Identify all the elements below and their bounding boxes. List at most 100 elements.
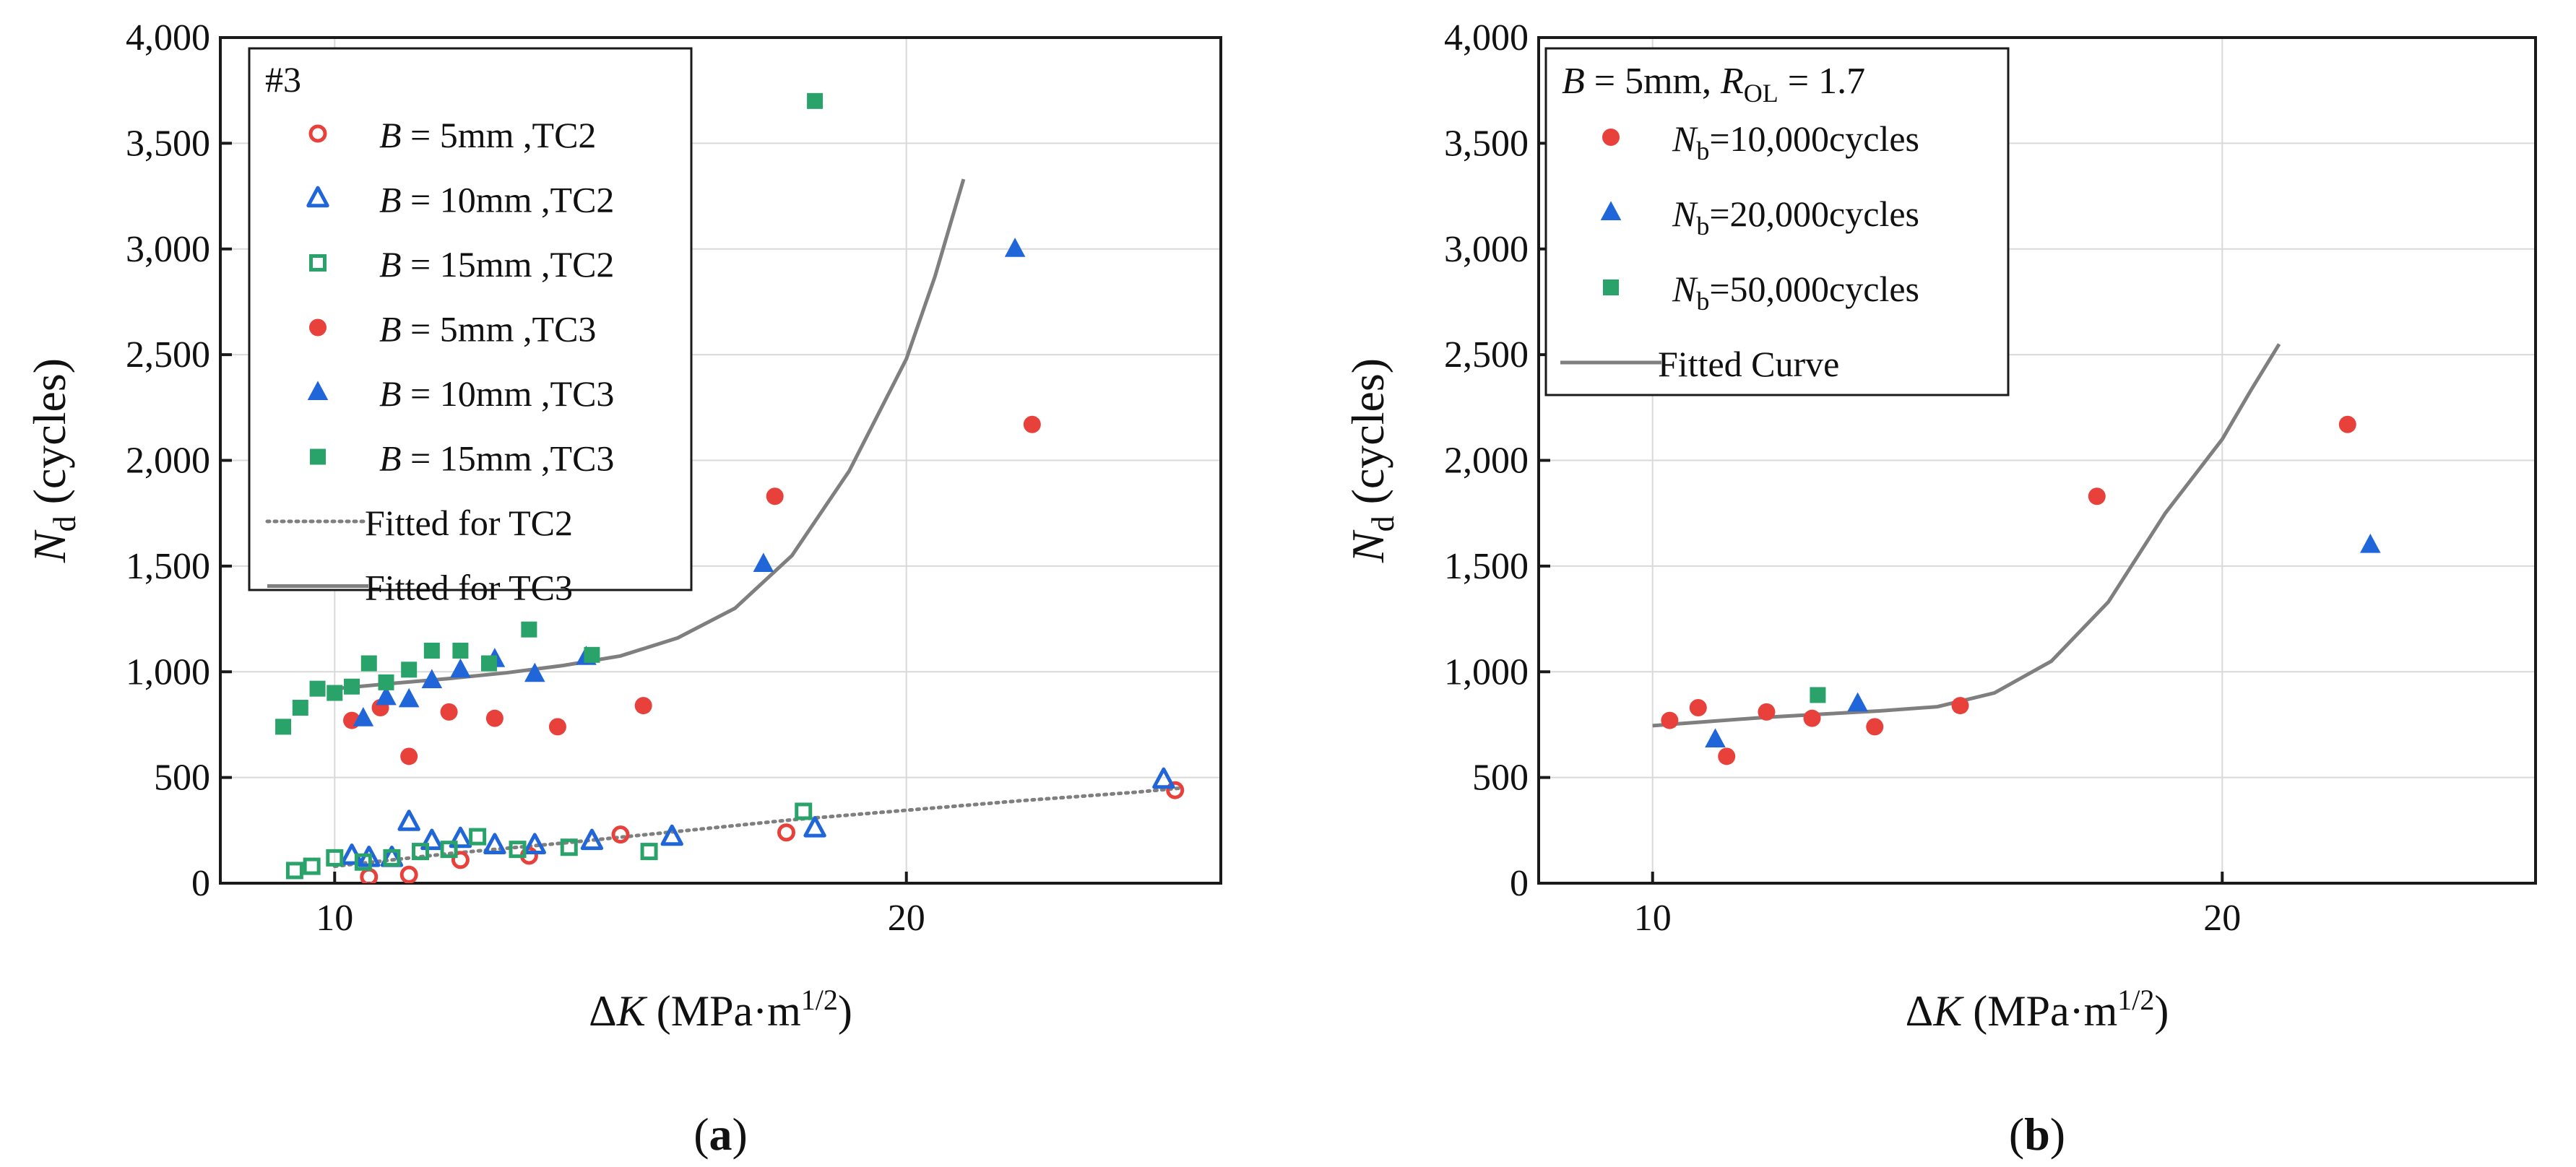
legend-label-rest: = 15mm ,TC3 — [402, 438, 615, 479]
data-point — [580, 828, 604, 851]
legend-item: Nb=20,000cycles — [1600, 194, 1919, 240]
y-tick-label: 500 — [154, 758, 210, 799]
y-label-sub: d — [47, 516, 82, 532]
data-point — [354, 853, 372, 871]
y-label-sub: d — [1365, 516, 1401, 532]
caption-open: ( — [2009, 1109, 2024, 1160]
data-point — [401, 661, 418, 678]
legend-label: Fitted for TC2 — [365, 503, 573, 543]
legend-title-r-rest: = 1.7 — [1778, 61, 1865, 102]
x-label-k: K — [1932, 987, 1964, 1035]
data-point — [398, 687, 420, 708]
legend-label-var: B — [379, 180, 402, 220]
legend-item: Fitted for TC3 — [267, 568, 573, 608]
caption-open: ( — [693, 1109, 709, 1160]
data-point — [1951, 697, 1969, 715]
data-point — [376, 685, 397, 706]
data-point — [383, 849, 401, 867]
x-axis-label: ΔK (MPa·m1/2) — [1906, 984, 2169, 1035]
caption-letter: a — [709, 1109, 732, 1160]
data-point — [1166, 781, 1185, 799]
legend-label-sub: b — [1696, 136, 1709, 165]
data-point — [397, 810, 420, 831]
data-point — [766, 487, 784, 506]
x-tick-label: 20 — [2203, 898, 2241, 939]
data-point — [360, 655, 377, 672]
data-point — [777, 823, 796, 842]
data-point — [1803, 709, 1821, 727]
data-point — [353, 707, 374, 726]
series-line-fitted-curve — [1652, 343, 2281, 728]
legend-label-rest: = 10mm ,TC3 — [402, 373, 615, 414]
legend-marker — [1603, 279, 1619, 295]
legend-label-rest: =20,000cycles — [1709, 194, 1919, 234]
x-label-sup: 1/2 — [2117, 984, 2154, 1016]
y-tick-label: 3,500 — [1444, 123, 1529, 164]
data-point — [440, 841, 458, 859]
legend-label: Nb=10,000cycles — [1672, 118, 1919, 165]
data-point — [2088, 487, 2106, 506]
legend-marker — [307, 381, 329, 401]
data-point — [509, 841, 527, 859]
legend-title: #3 — [265, 59, 301, 100]
data-point — [1004, 238, 1026, 257]
x-label-unit: (MPa·m — [646, 987, 801, 1035]
legend-title-b: B — [1562, 61, 1585, 102]
data-point — [1689, 699, 1707, 717]
y-tick-label: 2,000 — [126, 441, 210, 482]
data-point — [1758, 703, 1776, 721]
y-label-n: N — [1342, 529, 1393, 563]
legend-label-rest: =50,000cycles — [1709, 269, 1919, 309]
legend-label-n: N — [1672, 118, 1698, 159]
data-point — [2338, 415, 2356, 433]
data-point — [1847, 692, 1868, 712]
legend: B = 5mm, ROL = 1.7Nb=10,000cyclesNb=20,0… — [1544, 47, 2010, 396]
legend-label-n: N — [1672, 269, 1698, 309]
x-tick-label: 10 — [316, 898, 353, 939]
data-point — [521, 621, 537, 638]
x-label-delta: Δ — [1906, 987, 1934, 1035]
x-label-close: ) — [2154, 987, 2169, 1035]
data-point — [548, 718, 566, 736]
legend-marker — [309, 318, 327, 337]
legend-marker — [309, 254, 327, 272]
legend-item: Nb=10,000cycles — [1602, 118, 1919, 165]
data-point — [326, 849, 344, 867]
data-point — [285, 862, 303, 880]
x-label-unit: (MPa·m — [1962, 987, 2117, 1035]
legend-label: B = 10mm ,TC3 — [379, 373, 614, 414]
data-point — [634, 697, 652, 715]
chart-panel-a: 0 500 1,000 1,500 2,000 2,500 3,000 3,500 4,000 1… — [24, 17, 1222, 1160]
data-point — [1023, 415, 1041, 433]
data-point — [420, 828, 444, 851]
y-tick-label: 3,000 — [126, 229, 210, 270]
data-point — [1705, 728, 1726, 747]
x-label-close: ) — [838, 987, 852, 1035]
data-point — [485, 709, 503, 727]
legend-marker — [306, 186, 329, 208]
data-layer — [1652, 343, 2381, 765]
y-label-unit: (cycles) — [1342, 358, 1393, 516]
data-point — [412, 843, 429, 861]
data-layer — [275, 92, 1185, 883]
legend-item: Nb=50,000cycles — [1603, 269, 1919, 316]
data-point — [1661, 711, 1679, 729]
legend-title-b-rest: = 5mm, — [1585, 61, 1721, 102]
legend-title: B = 5mm, ROL = 1.7 — [1562, 61, 1865, 108]
data-point — [524, 662, 545, 682]
y-tick-label: 0 — [191, 863, 210, 904]
chart-panel-b: 0 500 1,000 1,500 2,000 2,500 3,000 3,500 4,000 1… — [1342, 17, 2537, 1160]
legend-item: B = 10mm ,TC2 — [306, 180, 614, 220]
data-point — [1810, 687, 1826, 703]
legend-item: B = 10mm ,TC3 — [307, 373, 614, 414]
data-point — [309, 680, 326, 697]
legend-label: B = 15mm ,TC3 — [379, 438, 614, 479]
panel-caption: (b) — [2009, 1109, 2065, 1160]
legend-title-r-sub: OL — [1744, 79, 1778, 108]
legend-label: Fitted Curve — [1658, 344, 1839, 384]
legend-label: B = 15mm ,TC2 — [379, 244, 614, 285]
data-point — [400, 747, 418, 765]
y-label-n: N — [24, 529, 75, 563]
